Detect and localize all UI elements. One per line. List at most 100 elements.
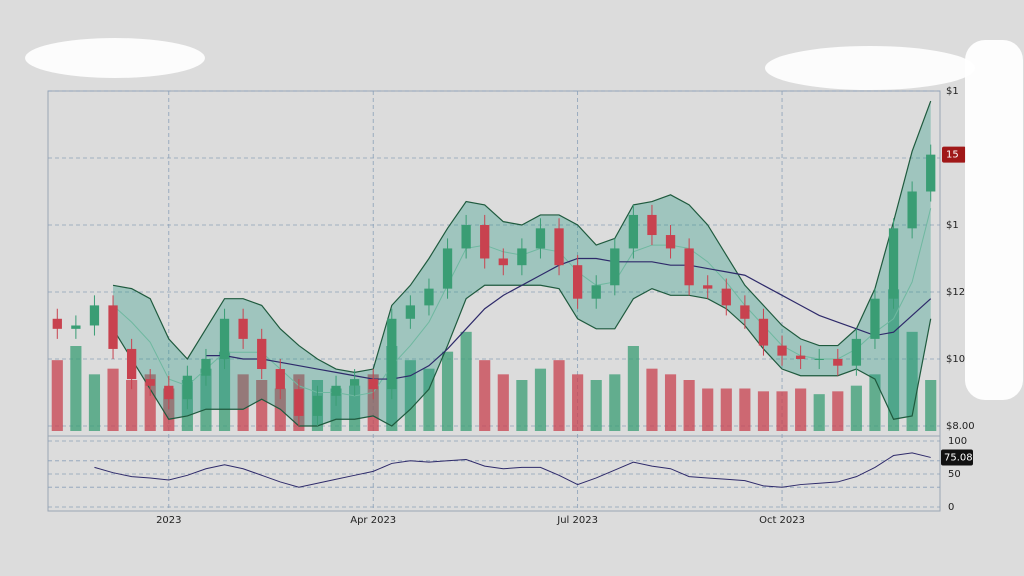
candle-body [591,285,601,299]
volume-bar [646,368,658,431]
candle-body [888,228,899,299]
candle-body [758,318,769,346]
price-label: 15 [946,150,959,161]
candle-body [461,224,471,249]
candle-body [684,248,694,286]
candle-body [89,305,100,326]
volume-bar [776,391,788,431]
candle-body [554,228,564,266]
candle-body [349,379,360,386]
x-tick-label: 2023 [156,515,181,526]
candle-body [480,224,490,259]
candle-body [535,228,546,249]
volume-bar [627,346,639,431]
volume-bar [702,388,714,431]
candle-body [201,358,211,376]
candle-body [164,385,174,400]
volume-bar [609,374,621,431]
candle-body [145,379,155,386]
redaction [965,40,1023,400]
y-tick-label: $12 [946,287,965,298]
y-tick-label: $1 [946,86,959,97]
volume-bar [813,394,825,431]
y-tick-label: $1 [946,220,959,231]
candle-body [219,318,230,359]
plot-frame [47,90,941,512]
candle-body [870,298,880,339]
x-tick-label: Apr 2023 [350,515,396,526]
candle-body [740,305,750,319]
volume-bar [51,360,63,431]
candle-body [703,285,713,289]
candle-body [833,358,843,366]
volume-bar [795,388,807,431]
candle-body [795,355,806,359]
volume-bar [88,374,101,431]
volume-bar [70,346,82,431]
volume-bar [163,388,175,431]
volume-bar [200,368,212,431]
candle-body [907,191,917,229]
candle-body [424,288,434,306]
volume-bar [460,331,472,431]
candle-body [387,318,397,390]
candle-body [405,305,416,319]
volume-bar [404,360,416,431]
volume-bar [441,351,454,431]
candle-body [777,345,787,356]
candle-body [851,338,862,366]
volume-bar [423,368,435,431]
candle-body [294,389,304,416]
volume-bar [479,360,491,431]
volume-bar [664,374,677,431]
bollinger-upper [112,100,932,373]
rsi-tick-label: 50 [948,469,961,480]
redaction [25,38,205,78]
redaction [765,46,975,90]
moving-average [205,257,932,380]
candle-body [312,395,323,416]
candle-body [331,385,341,396]
volume-bar [869,374,881,431]
volume-bar [107,368,119,431]
volume-bar [553,360,565,431]
candle-body [108,305,118,349]
candle-body [368,379,378,390]
volume-bar [683,380,695,431]
volume-bar [906,331,918,431]
rsi-line [94,452,931,488]
candle-body [610,248,620,286]
volume-bar [126,380,138,431]
volume-bar [144,374,156,431]
volume-bar [367,374,379,431]
candle-body [814,358,824,360]
candle-body [442,248,453,289]
volume-bar [739,388,751,431]
candle-body [665,235,676,249]
candle-body [498,258,508,266]
x-tick-label: Jul 2023 [556,515,598,526]
volume-bar [590,380,602,431]
x-tick-label: Oct 2023 [759,515,805,526]
y-tick-label: $8.00 [946,421,975,432]
candle-body [517,248,527,266]
volume-bar [330,388,342,431]
price-label-box [942,146,966,163]
rsi-label-box [941,449,973,466]
candle-body [71,325,81,329]
candle-body [628,214,639,249]
candle-body [926,154,936,192]
volume-bar [516,380,528,431]
candle-body [647,214,657,236]
y-tick-label: $10 [946,354,965,365]
volume-bar [720,388,732,431]
volume-bar [572,374,584,431]
volume-bar [218,351,231,431]
volume-bar [757,391,770,431]
volume-bar [887,289,900,431]
volume-bar [534,368,547,431]
volume-bar [832,391,844,431]
volume-bar [850,385,862,431]
